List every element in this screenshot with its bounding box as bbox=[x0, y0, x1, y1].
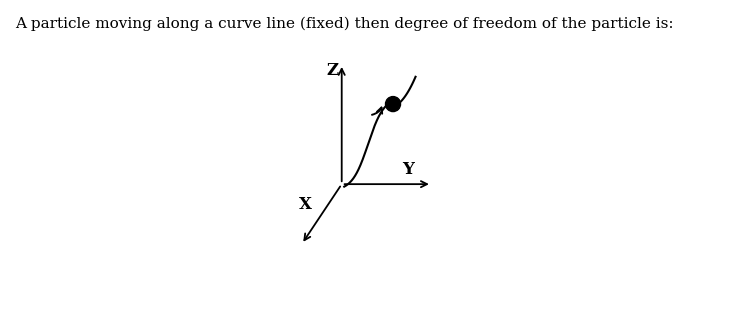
Text: Y: Y bbox=[402, 161, 414, 178]
Circle shape bbox=[386, 97, 400, 111]
Text: X: X bbox=[299, 196, 312, 213]
Text: Z: Z bbox=[327, 62, 339, 79]
Text: A particle moving along a curve line (fixed) then degree of freedom of the parti: A particle moving along a curve line (fi… bbox=[15, 16, 673, 31]
